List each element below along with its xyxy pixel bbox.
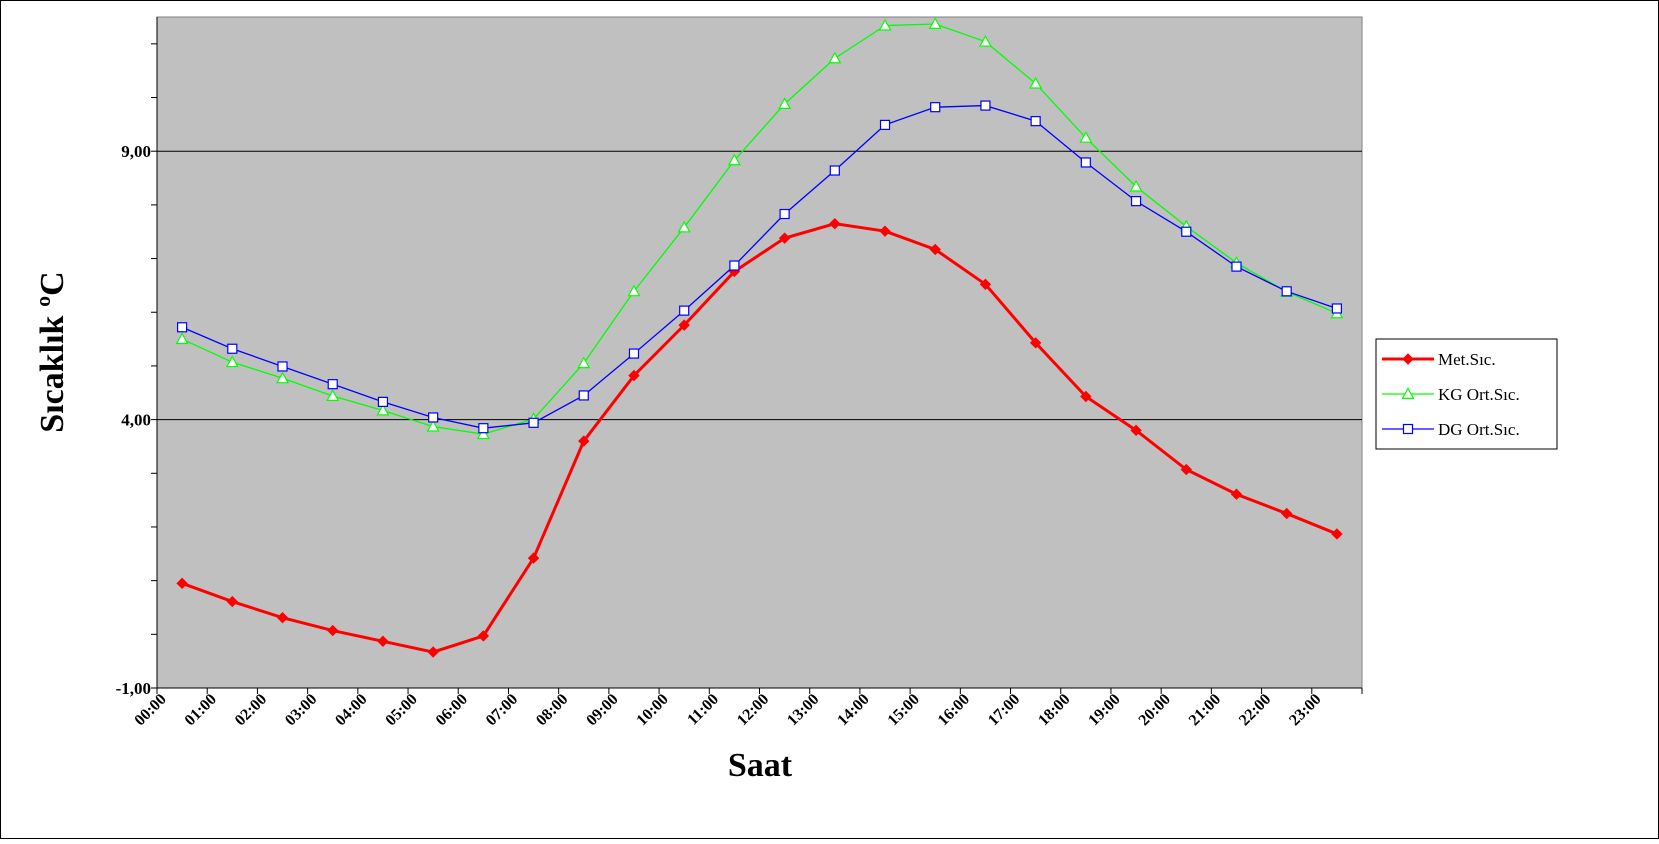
data-point bbox=[478, 423, 489, 434]
data-point bbox=[476, 427, 490, 440]
x-axis-title: Saat bbox=[728, 747, 793, 784]
data-point bbox=[578, 435, 590, 447]
y-tick-label: -1,00 bbox=[116, 679, 151, 698]
data-point bbox=[778, 232, 791, 244]
data-point bbox=[1231, 261, 1242, 272]
data-point bbox=[327, 379, 338, 390]
series-line bbox=[181, 104, 1338, 429]
series-1 bbox=[176, 217, 1343, 658]
data-point bbox=[930, 102, 941, 113]
legend-label: DG Ort.Sıc. bbox=[1438, 420, 1520, 439]
data-point bbox=[1029, 76, 1043, 89]
data-point bbox=[175, 332, 189, 345]
data-point bbox=[1079, 131, 1093, 143]
data-point bbox=[829, 165, 840, 176]
data-point bbox=[879, 119, 891, 130]
data-point bbox=[627, 284, 641, 297]
data-point bbox=[225, 355, 239, 368]
data-point bbox=[878, 18, 892, 31]
data-point bbox=[528, 417, 539, 428]
axes bbox=[151, 17, 1363, 694]
data-point bbox=[577, 356, 591, 369]
data-point bbox=[879, 225, 891, 237]
y-tick-label: 4,00 bbox=[121, 411, 151, 430]
legend-label: KG Ort.Sıc. bbox=[1438, 385, 1520, 404]
data-point bbox=[1130, 424, 1142, 437]
data-point bbox=[427, 646, 439, 658]
series-3 bbox=[177, 100, 1342, 434]
data-point bbox=[978, 34, 992, 47]
data-point bbox=[477, 630, 490, 642]
data-point bbox=[578, 390, 589, 401]
data-point bbox=[829, 217, 841, 230]
data-point bbox=[1331, 528, 1343, 540]
data-point bbox=[628, 348, 640, 359]
data-point bbox=[980, 100, 991, 111]
data-point bbox=[326, 389, 340, 401]
data-point bbox=[277, 361, 288, 372]
data-point bbox=[1280, 507, 1293, 520]
data-point bbox=[1402, 353, 1414, 365]
data-point bbox=[428, 412, 439, 423]
data-point bbox=[327, 624, 339, 637]
data-point bbox=[677, 220, 691, 233]
data-point bbox=[377, 396, 389, 407]
data-point bbox=[979, 278, 992, 291]
data-point bbox=[779, 208, 790, 220]
data-point bbox=[1129, 179, 1143, 192]
data-point bbox=[1080, 390, 1092, 403]
data-point bbox=[426, 419, 440, 432]
data-point bbox=[1180, 463, 1192, 476]
data-point bbox=[276, 611, 289, 624]
data-point bbox=[1401, 387, 1415, 399]
data-point bbox=[828, 51, 842, 64]
series-line bbox=[181, 222, 1338, 654]
data-point bbox=[928, 17, 942, 29]
data-point bbox=[1402, 423, 1414, 435]
data-point bbox=[276, 371, 290, 384]
data-point bbox=[929, 243, 941, 256]
data-point bbox=[227, 343, 238, 354]
data-point bbox=[1181, 226, 1192, 237]
data-point bbox=[1030, 116, 1041, 127]
data-point bbox=[177, 322, 188, 333]
data-point bbox=[778, 97, 792, 109]
plot-area bbox=[156, 16, 1363, 689]
legend: Met.Sıc. KG Ort.Sıc. DG Ort.Sıc. bbox=[1375, 338, 1558, 450]
gridlines bbox=[157, 150, 1362, 421]
data-point bbox=[376, 403, 390, 416]
data-point bbox=[226, 595, 239, 608]
series-line bbox=[181, 23, 1338, 435]
data-point bbox=[1029, 337, 1042, 349]
data-point bbox=[727, 153, 741, 166]
series-2 bbox=[175, 17, 1344, 440]
data-point bbox=[729, 260, 740, 271]
data-point bbox=[1130, 196, 1142, 207]
data-point bbox=[679, 305, 690, 316]
data-point bbox=[176, 577, 188, 590]
data-point bbox=[678, 319, 690, 331]
data-point bbox=[1331, 303, 1342, 314]
data-point bbox=[527, 552, 540, 564]
data-point bbox=[628, 369, 640, 382]
data-point bbox=[1281, 286, 1292, 297]
data-point bbox=[377, 635, 389, 648]
legend-label: Met.Sıc. bbox=[1438, 350, 1496, 369]
data-point bbox=[1230, 488, 1243, 500]
y-axis-title: Sıcaklık ºC bbox=[34, 271, 71, 432]
y-tick-label: 9,00 bbox=[121, 142, 151, 161]
data-point bbox=[1080, 157, 1091, 168]
series-group bbox=[175, 17, 1344, 658]
